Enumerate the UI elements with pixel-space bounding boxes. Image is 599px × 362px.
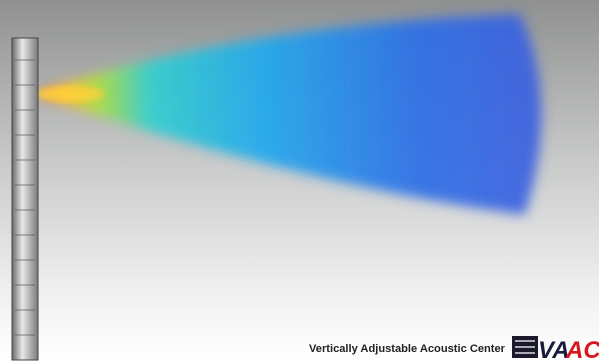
beam-core	[36, 86, 104, 102]
illustration: Vertically Adjustable Acoustic Center VA…	[0, 0, 599, 362]
caption: Vertically Adjustable Acoustic Center	[309, 343, 506, 355]
logo-dark: VA	[538, 337, 570, 362]
logo-red: AC	[565, 337, 599, 362]
speaker-column	[12, 38, 38, 360]
